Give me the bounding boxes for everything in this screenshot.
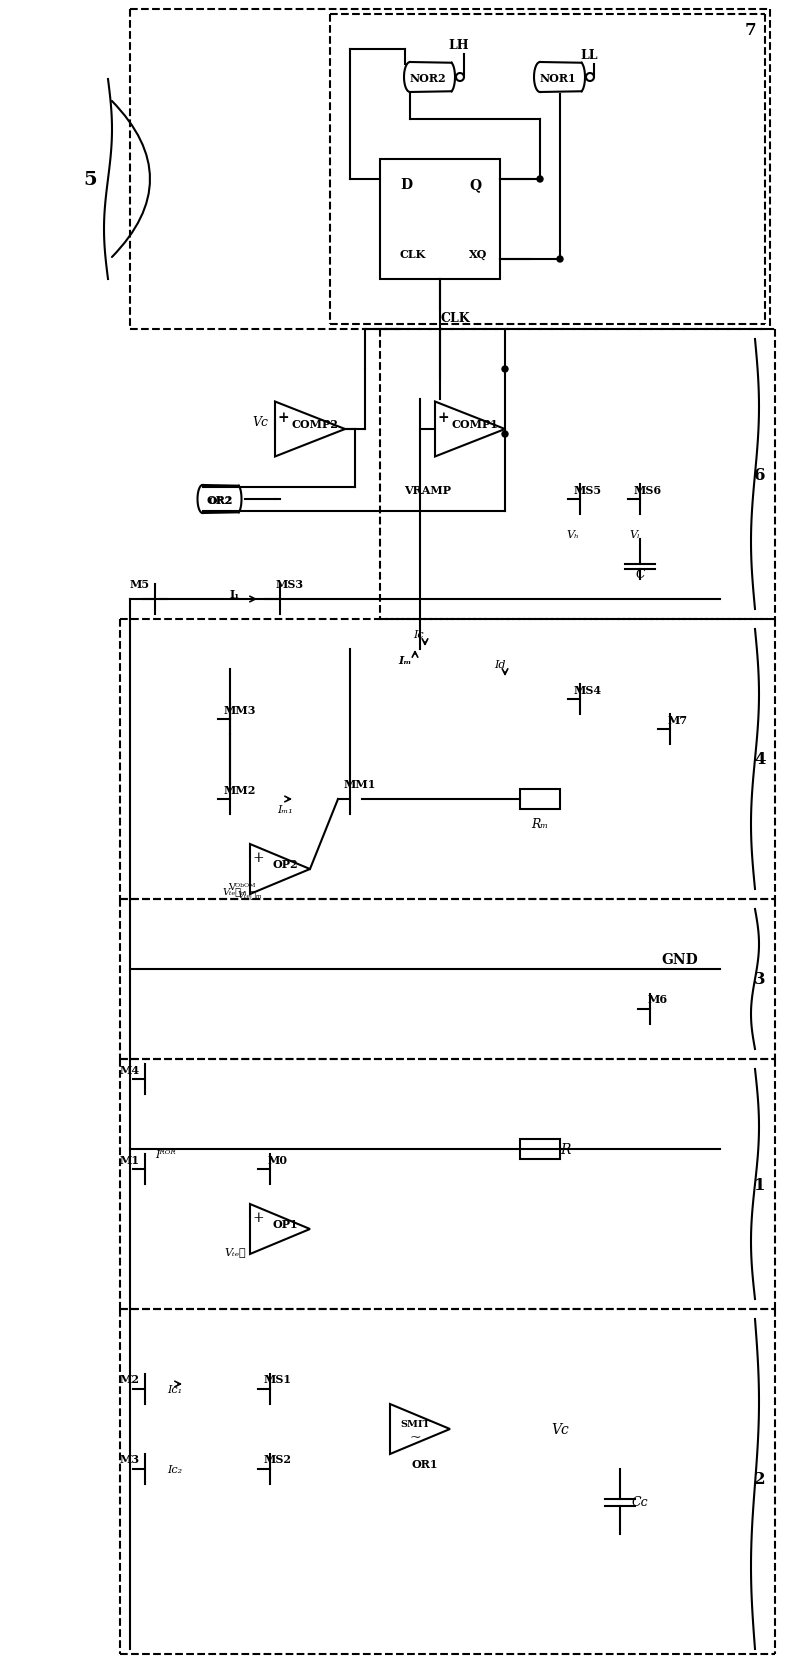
Text: VRAMP: VRAMP [405, 484, 451, 496]
Text: MS5: MS5 [574, 484, 602, 496]
Text: CLK: CLK [440, 311, 470, 324]
Circle shape [557, 256, 563, 263]
Text: COMP1: COMP1 [451, 419, 498, 431]
Text: Vᴼᵇᴼᴹ: Vᴼᵇᴼᴹ [228, 884, 256, 892]
Text: Rₘ: Rₘ [531, 819, 549, 830]
Text: M5: M5 [130, 579, 150, 591]
Text: NOR1: NOR1 [540, 73, 576, 83]
Circle shape [456, 73, 464, 82]
Text: MS4: MS4 [574, 684, 602, 696]
Text: Vₜₑ⁦: Vₜₑ⁦ [224, 1246, 246, 1256]
Text: Iᴿᴼᴿ: Iᴿᴼᴿ [154, 1150, 175, 1160]
Text: Iₘ₁: Iₘ₁ [277, 804, 293, 814]
Text: Vc: Vc [551, 1423, 569, 1436]
Text: R: R [560, 1142, 570, 1156]
Text: M4: M4 [120, 1063, 140, 1075]
Text: MS1: MS1 [264, 1374, 292, 1384]
Text: Iᴄ₂: Iᴄ₂ [167, 1464, 182, 1474]
Text: MM2: MM2 [224, 784, 256, 795]
Text: MS6: MS6 [634, 484, 662, 496]
Circle shape [502, 431, 508, 438]
Text: M3: M3 [120, 1454, 140, 1464]
Text: MS3: MS3 [276, 579, 304, 591]
Text: 4: 4 [754, 750, 766, 769]
Text: Q: Q [469, 178, 481, 191]
Text: Iₘ: Iₘ [398, 654, 412, 666]
Text: Id: Id [494, 659, 506, 669]
Text: NOR2: NOR2 [410, 73, 446, 83]
Text: LL: LL [580, 48, 598, 62]
Text: D: D [400, 178, 412, 191]
Text: Vₕ: Vₕ [566, 529, 579, 539]
Text: 6: 6 [754, 466, 766, 483]
Text: M6: M6 [648, 993, 668, 1005]
Text: OR1: OR1 [412, 1459, 438, 1469]
Text: 7: 7 [744, 22, 756, 38]
Text: +: + [277, 411, 289, 424]
Text: M1: M1 [120, 1153, 140, 1165]
Text: ~: ~ [409, 1429, 421, 1444]
Text: Cᴄ: Cᴄ [632, 1496, 648, 1509]
Text: Vₜₑ⁦ₘ: Vₜₑ⁦ₘ [238, 890, 262, 899]
Text: 2: 2 [754, 1471, 766, 1488]
Text: COMP2: COMP2 [291, 419, 338, 431]
Text: Vₗ: Vₗ [630, 529, 640, 539]
Text: LH: LH [449, 38, 470, 52]
Text: Iᴄ₁: Iᴄ₁ [167, 1384, 182, 1394]
Text: GND: GND [662, 952, 698, 967]
Text: Vₜₑ⁦ₘ: Vₜₑ⁦ₘ [222, 887, 247, 895]
Text: M7: M7 [668, 714, 688, 726]
Text: 3: 3 [754, 970, 766, 988]
Circle shape [586, 73, 594, 82]
Text: SMIT: SMIT [400, 1419, 430, 1429]
Bar [520, 1140, 560, 1160]
Bar [380, 160, 500, 280]
Text: MM1: MM1 [344, 779, 376, 790]
Text: MS2: MS2 [264, 1454, 292, 1464]
Text: Ic: Ic [413, 629, 423, 639]
Circle shape [502, 366, 508, 373]
Text: I₁: I₁ [230, 589, 240, 601]
Text: C: C [635, 567, 645, 581]
Text: OR2: OR2 [208, 498, 232, 506]
Text: 5: 5 [83, 171, 97, 190]
Circle shape [537, 176, 543, 183]
Text: MM3: MM3 [224, 704, 256, 716]
Text: OP2: OP2 [272, 859, 298, 870]
Text: XQ: XQ [469, 250, 487, 260]
Text: Vc: Vc [252, 416, 268, 428]
Text: +: + [252, 1210, 264, 1225]
Text: M0: M0 [268, 1153, 288, 1165]
Text: M2: M2 [120, 1374, 140, 1384]
Text: 1: 1 [754, 1176, 766, 1193]
Text: +: + [252, 850, 264, 865]
Bar [520, 789, 560, 809]
Text: OP1: OP1 [272, 1218, 298, 1230]
Text: +: + [437, 411, 449, 424]
Text: OR2: OR2 [206, 494, 234, 506]
Text: CLK: CLK [400, 250, 426, 260]
